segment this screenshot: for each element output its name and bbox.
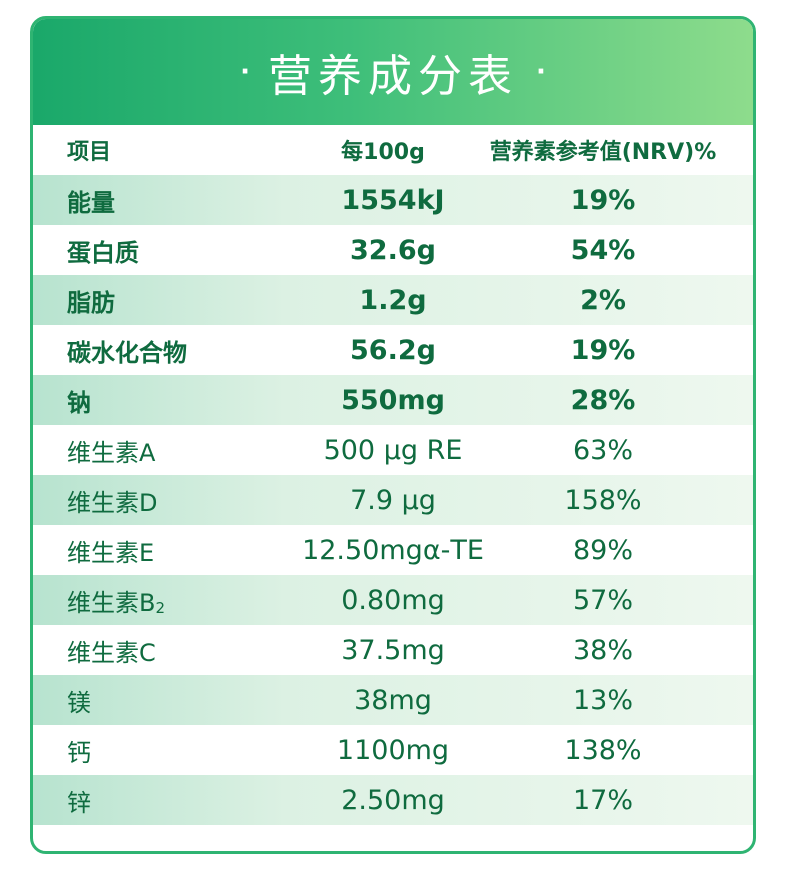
table-row: 维生素D 7.9 μg 158% (33, 475, 753, 525)
header-per100g: 每100g (341, 140, 425, 165)
table-row: 维生素A 500 μg RE 63% (33, 425, 753, 475)
nrv-value: 2% (580, 284, 626, 316)
table-row: 钠 550mg 28% (33, 375, 753, 425)
nutrient-name: 维生素B2 (67, 583, 165, 618)
per100g-value: 550mg (341, 384, 445, 416)
nutrient-name: 脂肪 (67, 283, 115, 318)
nutrient-label: 镁 (67, 688, 91, 717)
nutrient-name: 钠 (67, 383, 91, 418)
per100g-value: 2.50mg (341, 784, 445, 816)
nrv-value: 158% (564, 484, 642, 516)
nutrient-label: 维生素E (67, 538, 155, 567)
table-row: 能量 1554kJ 19% (33, 175, 753, 225)
per100g-value: 1100mg (336, 734, 450, 766)
nutrient-subscript: 2 (155, 598, 166, 617)
nutrient-label: 维生素A (67, 438, 156, 467)
per100g-value: 38mg (354, 684, 432, 716)
per100g-value: 32.6g (350, 234, 436, 266)
table-body: 能量 1554kJ 19% 蛋白质 32.6g 54% 脂肪 1.2g 2% 碳水化合物 56.2g… (33, 175, 753, 825)
table-row: 碳水化合物 56.2g 19% (33, 325, 753, 375)
table-row: 镁 38mg 13% (33, 675, 753, 725)
nrv-value: 17% (572, 784, 633, 816)
title-wrap: · 营养成分表 · (240, 40, 546, 104)
nutrient-name: 碳水化合物 (67, 333, 187, 368)
table-row: 蛋白质 32.6g 54% (33, 225, 753, 275)
nutrient-label: 能量 (67, 188, 115, 217)
nrv-value: 138% (564, 734, 642, 766)
page-title: 营养成分表 (268, 51, 518, 102)
nrv-value: 19% (570, 184, 636, 216)
nrv-value: 28% (570, 384, 636, 416)
per100g-value: 1.2g (359, 284, 427, 316)
nutrient-label: 钠 (67, 388, 91, 417)
nrv-value: 54% (570, 234, 636, 266)
header-item: 项目 (67, 140, 112, 165)
nutrient-name: 维生素D (67, 483, 157, 518)
nrv-value: 13% (572, 684, 633, 716)
nutrient-name: 能量 (67, 183, 115, 218)
per100g-value: 1554kJ (341, 184, 445, 216)
nutrient-label: 维生素B (67, 588, 156, 617)
per100g-value: 500 μg RE (323, 434, 463, 466)
nutrient-name: 钙 (67, 733, 91, 768)
nutrient-name: 维生素A (67, 433, 155, 468)
nutrient-label: 碳水化合物 (67, 338, 187, 367)
table-row: 钙 1100mg 138% (33, 725, 753, 775)
nutrient-label: 脂肪 (67, 288, 115, 317)
per100g-value: 56.2g (350, 334, 436, 366)
title-dot-right: · (536, 57, 546, 87)
nutrient-name: 镁 (67, 683, 91, 718)
nutrient-name: 锌 (67, 783, 91, 818)
table-header-row: 项目 每100g 营养素参考值(NRV)% (33, 125, 753, 175)
nutrient-label: 蛋白质 (67, 238, 139, 267)
nutrition-table: 项目 每100g 营养素参考值(NRV)% 能量 1554kJ 19% 蛋白质 32.6… (33, 125, 753, 825)
nutrition-card: · 营养成分表 · 项目 每100g 营养素参考值(NRV)% 能量 1554kJ… (30, 16, 756, 854)
nutrient-label: 钙 (67, 738, 91, 767)
table-row: 维生素C 37.5mg 38% (33, 625, 753, 675)
nrv-value: 63% (572, 434, 633, 466)
nrv-value: 38% (572, 634, 633, 666)
table-row: 维生素E 12.50mgα-TE 89% (33, 525, 753, 575)
nrv-value: 89% (572, 534, 633, 566)
nutrient-name: 维生素E (67, 533, 154, 568)
per100g-value: 7.9 μg (350, 484, 436, 516)
nutrient-name: 蛋白质 (67, 233, 139, 268)
nutrient-name: 维生素C (67, 633, 156, 668)
nrv-value: 57% (572, 584, 633, 616)
nutrient-label: 维生素C (67, 638, 156, 667)
per100g-value: 0.80mg (341, 584, 445, 616)
title-dot-left: · (240, 57, 250, 87)
nutrient-label: 维生素D (67, 488, 158, 517)
per100g-value: 12.50mgα-TE (302, 534, 484, 566)
per100g-value: 37.5mg (341, 634, 445, 666)
header-nrv: 营养素参考值(NRV)% (489, 140, 717, 165)
nrv-value: 19% (570, 334, 636, 366)
table-row: 脂肪 1.2g 2% (33, 275, 753, 325)
nutrient-label: 锌 (67, 788, 91, 817)
table-row: 锌 2.50mg 17% (33, 775, 753, 825)
table-row: 维生素B2 0.80mg 57% (33, 575, 753, 625)
title-banner: · 营养成分表 · (33, 19, 753, 125)
